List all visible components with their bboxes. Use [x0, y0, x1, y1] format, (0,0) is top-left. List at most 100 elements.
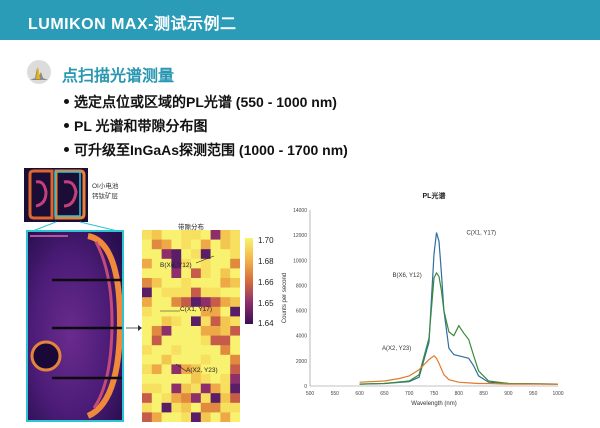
heatmap-cell: [161, 374, 172, 384]
heatmap-cell: [151, 239, 162, 250]
series-label: B(X6, Y12): [392, 273, 421, 279]
x-tick-label: 950: [529, 391, 538, 397]
heatmap-cell: [210, 374, 221, 384]
colorbar-tick: 1.64: [258, 319, 274, 328]
feature-item: 可升级至InGaAs探测范围 (1000 - 1700 nm): [64, 140, 348, 164]
heatmap-cell: [210, 402, 221, 413]
sample-pl-map: [26, 230, 124, 422]
heatmap-cell: [181, 326, 192, 336]
heatmap-cell: [181, 354, 192, 365]
heatmap-cell: [171, 278, 182, 288]
heatmap-cell: [210, 345, 221, 356]
heatmap-cell: [142, 278, 153, 288]
heatmap-cell: [220, 326, 231, 336]
heatmap-cell: [210, 412, 221, 422]
heatmap-cell: [151, 364, 162, 375]
heatmap-cell: [151, 402, 162, 413]
heatmap-cell: [171, 412, 182, 422]
heatmap-cell: [230, 364, 240, 375]
heatmap-cell: [200, 249, 211, 260]
heatmap-cell: [142, 402, 153, 413]
heatmap-cell: [161, 287, 172, 298]
heatmap-cell: [191, 249, 202, 260]
thumbnail-label: OI小电池 钙钛矿层: [92, 183, 119, 200]
heatmap-cell: [181, 278, 192, 288]
y-tick-label: 4000: [296, 334, 307, 340]
heatmap-cell: [220, 239, 231, 250]
heatmap-cell: [220, 297, 231, 308]
colorbar-tick: 1.68: [258, 257, 274, 266]
heatmap-cell: [210, 383, 221, 394]
heatmap-cell: [142, 326, 153, 336]
heatmap-cell: [200, 306, 211, 317]
heatmap-cell: [142, 287, 153, 298]
heatmap-cell: [220, 345, 231, 356]
heatmap-cell: [220, 278, 231, 288]
feature-item: PL 光谱和带隙分布图: [64, 116, 348, 140]
heatmap-cell: [142, 239, 153, 250]
series-line: [359, 232, 559, 385]
x-tick-label: 850: [479, 391, 488, 397]
heatmap-cell: [151, 316, 162, 327]
heatmap-cell: [220, 230, 231, 240]
heatmap-cell: [181, 306, 192, 317]
x-tick-label: 650: [380, 391, 389, 397]
y-tick-label: 6000: [296, 309, 307, 315]
heatmap-cell: [200, 268, 211, 279]
y-tick-label: 12000: [293, 233, 307, 239]
series-line: [359, 271, 559, 385]
heatmap-cell: [142, 374, 153, 384]
heatmap-cell: [230, 335, 240, 346]
heatmap-cell: [191, 230, 202, 240]
heatmap-cell: [210, 268, 221, 279]
x-tick-label: 800: [455, 391, 464, 397]
heatmap-cell: [142, 230, 153, 240]
heatmap-cell: [171, 306, 182, 317]
heatmap-cell: [220, 268, 231, 279]
colorbar: [245, 238, 253, 324]
heatmap-cell: [210, 278, 221, 288]
heatmap-cell: [200, 354, 211, 365]
series-label: A(X2, Y23): [382, 346, 411, 352]
heatmap-cell: [181, 374, 192, 384]
heatmap-cell: [230, 230, 240, 240]
heatmap-cell: [181, 383, 192, 394]
bandgap-heatmap: [142, 230, 240, 422]
heatmap-cell: [161, 393, 172, 404]
heatmap-cell: [142, 383, 153, 394]
heatmap-cell: [181, 287, 192, 298]
heatmap-cell: [142, 393, 153, 404]
heatmap-cell: [171, 239, 182, 250]
heatmap-cell: [142, 258, 153, 269]
heatmap-cell: [230, 354, 240, 365]
heatmap-cell: [210, 306, 221, 317]
x-axis-label: Wavelength (nm): [411, 401, 456, 407]
heatmap-cell: [200, 297, 211, 308]
heatmap-cell: [161, 278, 172, 288]
heatmap-cell: [220, 364, 231, 375]
heatmap-cell: [142, 364, 153, 375]
heatmap-cell: [171, 402, 182, 413]
heatmap-cell: [191, 326, 202, 336]
heatmap-cell: [171, 268, 182, 279]
heatmap-cell: [151, 326, 162, 336]
heatmap-cell: [151, 297, 162, 308]
heatmap-cell: [181, 364, 192, 375]
heatmap-cell: [191, 364, 202, 375]
heatmap-cell: [161, 412, 172, 422]
heatmap-cell: [220, 412, 231, 422]
heatmap-cell: [191, 345, 202, 356]
heatmap-cell: [171, 383, 182, 394]
heatmap-cell: [210, 364, 221, 375]
heatmap-cell: [191, 354, 202, 365]
heatmap-cell: [200, 230, 211, 240]
heatmap-cell: [230, 287, 240, 298]
heatmap-cell: [230, 297, 240, 308]
heatmap-cell: [220, 383, 231, 394]
heatmap-cell: [181, 316, 192, 327]
heatmap-cell: [181, 335, 192, 346]
heatmap-cell: [142, 345, 153, 356]
heatmap-cell: [151, 335, 162, 346]
heatmap-cell: [230, 239, 240, 250]
heatmap-cell: [171, 354, 182, 365]
